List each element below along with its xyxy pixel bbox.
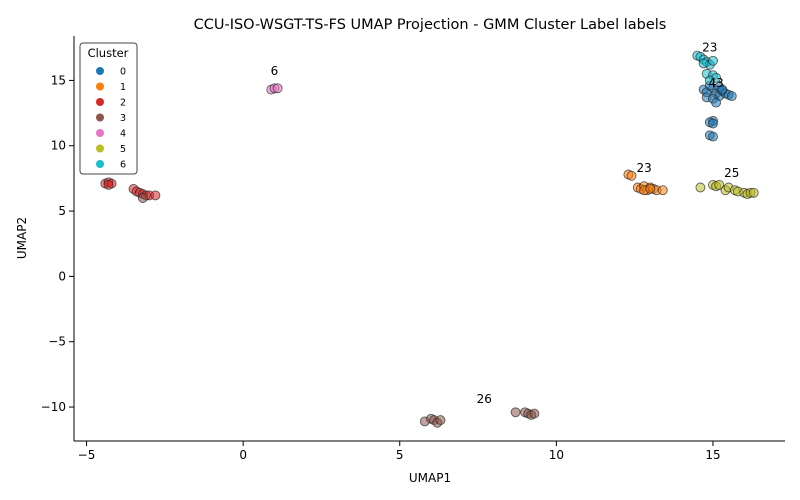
scatter-point-cluster-1 (657, 185, 668, 196)
scatter-point-cluster-2 (150, 190, 161, 201)
scatter-point-cluster-1 (645, 183, 656, 194)
scatter-point-cluster-4 (272, 83, 283, 94)
scatter-point-cluster-3 (137, 193, 148, 203)
legend-label: 5 (120, 144, 126, 155)
scatter-point-cluster-5 (748, 187, 759, 198)
legend-marker-cluster-2 (96, 98, 104, 106)
legend-marker-cluster-3 (96, 113, 104, 122)
scatter-point-cluster-5 (695, 182, 706, 193)
scatter-point-cluster-0 (717, 84, 728, 95)
legend-entries: 0 1 2 3 4 5 6 (96, 67, 126, 171)
scatter-point-cluster-3 (435, 415, 446, 426)
x-tick-label: −5 (78, 448, 96, 462)
legend-marker-cluster-4 (96, 129, 104, 137)
y-tick-label: 10 (51, 139, 66, 153)
y-tick-label: 5 (58, 204, 66, 218)
cluster-annotation: 23 (702, 41, 717, 55)
x-axis-label: UMAP1 (409, 471, 451, 485)
legend-label: 0 (120, 67, 126, 78)
legend-marker-cluster-0 (96, 67, 104, 75)
x-tick-label: 15 (705, 448, 720, 462)
scatter-point-cluster-5 (714, 179, 725, 190)
x-tick-label: 10 (549, 448, 564, 462)
x-axis-ticks: −5 0 5 10 15 (78, 441, 721, 462)
annotation-layer: 23 6 43 23 25 26 (271, 41, 740, 406)
legend: Cluster 0 1 2 3 4 5 6 (79, 42, 138, 175)
legend-marker-cluster-1 (96, 82, 104, 91)
x-tick-label: 0 (239, 448, 247, 462)
scatter-point-cluster-0 (711, 97, 722, 108)
y-tick-label: −10 (41, 400, 66, 414)
scatter-point-cluster-0 (708, 118, 718, 129)
scatter-point-cluster-0 (726, 91, 737, 102)
cluster-annotation: 6 (271, 64, 279, 78)
x-tick-label: 5 (396, 448, 404, 462)
cluster-annotation: 26 (477, 392, 492, 406)
scatter-point-cluster-0 (708, 131, 718, 142)
cluster-annotation: 23 (636, 161, 651, 175)
scatter-point-cluster-2 (103, 179, 114, 190)
scatter-point-cluster-6 (698, 58, 709, 69)
plot-area (100, 50, 759, 428)
scatter-point-cluster-6 (704, 75, 715, 86)
scatter-point-cluster-1 (626, 170, 637, 181)
legend-label: 3 (120, 113, 126, 124)
legend-label: 2 (120, 98, 126, 109)
cluster-annotation: 25 (724, 166, 739, 180)
legend-frame (79, 42, 138, 175)
cluster-annotation: 43 (708, 76, 723, 90)
y-axis-ticks: −10 −5 0 5 10 15 (41, 73, 74, 414)
y-axis-label: UMAP2 (15, 217, 29, 259)
y-tick-label: −5 (48, 335, 66, 349)
y-tick-label: 0 (58, 269, 66, 283)
chart-title: CCU-ISO-WSGT-TS-FS UMAP Projection - GMM… (194, 17, 667, 33)
scatter-point-cluster-6 (708, 55, 718, 66)
legend-label: 1 (120, 82, 126, 93)
y-tick-label: 15 (51, 73, 66, 87)
scatter-point-cluster-3 (510, 407, 521, 418)
legend-label: 4 (120, 129, 126, 140)
legend-marker-cluster-5 (96, 144, 104, 153)
legend-title: Cluster (88, 46, 129, 60)
legend-marker-cluster-6 (96, 160, 104, 168)
scatter-point-cluster-3 (529, 408, 540, 419)
legend-label: 6 (120, 160, 126, 171)
